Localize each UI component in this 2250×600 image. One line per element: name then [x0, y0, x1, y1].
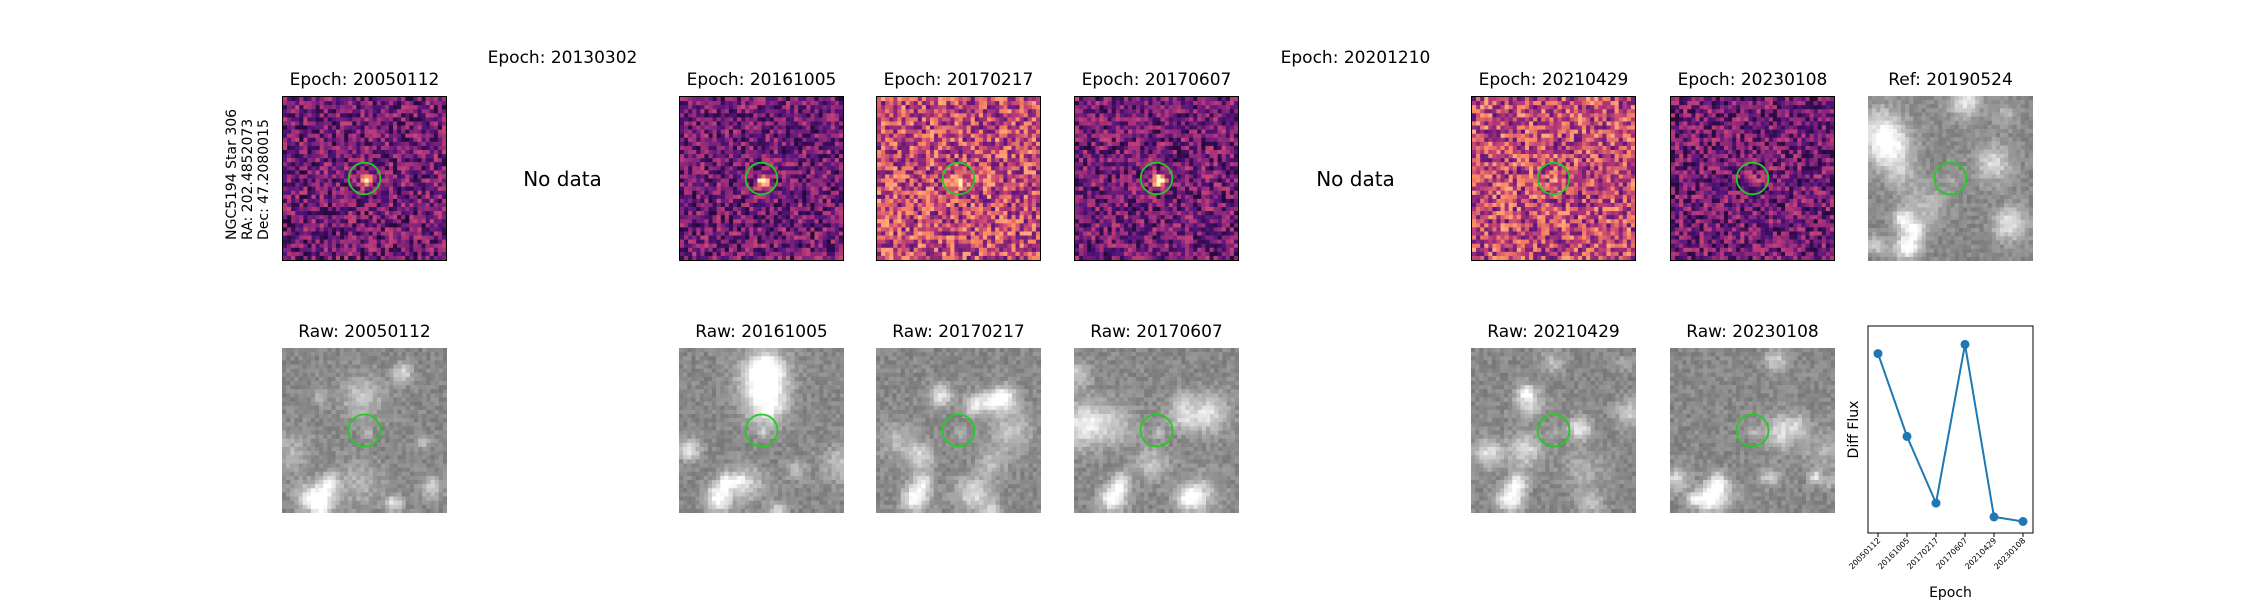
no-data-label: No data [1316, 167, 1395, 191]
target-circle [1139, 413, 1174, 448]
raw-title: Raw: 20210429 [1487, 322, 1620, 342]
y-axis-label: Diff Flux [1846, 401, 1862, 459]
raw-title: Raw: 20170217 [892, 322, 1025, 342]
target-circle [1139, 161, 1174, 196]
raw-title: Raw: 20170607 [1090, 322, 1223, 342]
target-circle [1536, 413, 1571, 448]
no-data-label: No data [523, 167, 602, 191]
data-point [1989, 512, 1999, 522]
data-point [1902, 431, 1912, 441]
target-circle [744, 161, 779, 196]
target-circle [1735, 161, 1770, 196]
raw-cutout [1074, 348, 1239, 513]
target-circle [941, 413, 976, 448]
raw-title: Raw: 20230108 [1686, 322, 1819, 342]
target-circle [1735, 413, 1770, 448]
cutout-image [679, 348, 844, 513]
cutout-image [680, 97, 843, 260]
raw-cutout [679, 348, 844, 513]
x-axis-label: Epoch [1929, 585, 1972, 600]
epoch-title: Epoch: 20210429 [1479, 70, 1629, 90]
epoch-title: Epoch: 20130302 [488, 48, 638, 68]
target-circle [1536, 161, 1571, 196]
epoch-title: Epoch: 20230108 [1678, 70, 1828, 90]
x-tick-label: 20230108 [1992, 536, 2027, 571]
target-circle [744, 413, 779, 448]
cutout-image [1075, 97, 1238, 260]
cutout-image [1074, 348, 1239, 513]
difference-cutout [1471, 96, 1636, 261]
cutout-image [1472, 97, 1635, 260]
difference-cutout [1670, 96, 1835, 261]
raw-title: Raw: 20050112 [298, 322, 431, 342]
target-circle [941, 161, 976, 196]
reference-cutout [1868, 96, 2033, 261]
cutout-image [1670, 348, 1835, 513]
target-circle [347, 413, 382, 448]
epoch-title: Epoch: 20161005 [687, 70, 837, 90]
epoch-title: Epoch: 20170217 [884, 70, 1034, 90]
cutout-image [1868, 96, 2033, 261]
raw-cutout [1670, 348, 1835, 513]
cutout-image [283, 97, 446, 260]
cutout-image [1671, 97, 1834, 260]
epoch-title: Epoch: 20050112 [290, 70, 440, 90]
series-line [1877, 344, 2024, 523]
difference-cutout [876, 96, 1041, 261]
cutout-image [1471, 348, 1636, 513]
data-point [1931, 498, 1941, 508]
target-circle [347, 161, 382, 196]
data-point [1960, 339, 1970, 349]
epoch-title: Epoch: 20201210 [1281, 48, 1431, 68]
data-point [2018, 517, 2028, 526]
ref-title: Ref: 20190524 [1888, 70, 2013, 90]
raw-title: Raw: 20161005 [695, 322, 828, 342]
raw-cutout [282, 348, 447, 513]
difference-cutout [1074, 96, 1239, 261]
cutout-image [877, 97, 1040, 260]
chart-frame [1867, 325, 2034, 534]
raw-cutout [876, 348, 1041, 513]
data-point [1873, 349, 1883, 359]
difference-cutout [679, 96, 844, 261]
target-circle [1933, 161, 1968, 196]
difference-cutout [282, 96, 447, 261]
epoch-title: Epoch: 20170607 [1082, 70, 1232, 90]
raw-cutout [1471, 348, 1636, 513]
cutout-image [876, 348, 1041, 513]
cutout-image [282, 348, 447, 513]
